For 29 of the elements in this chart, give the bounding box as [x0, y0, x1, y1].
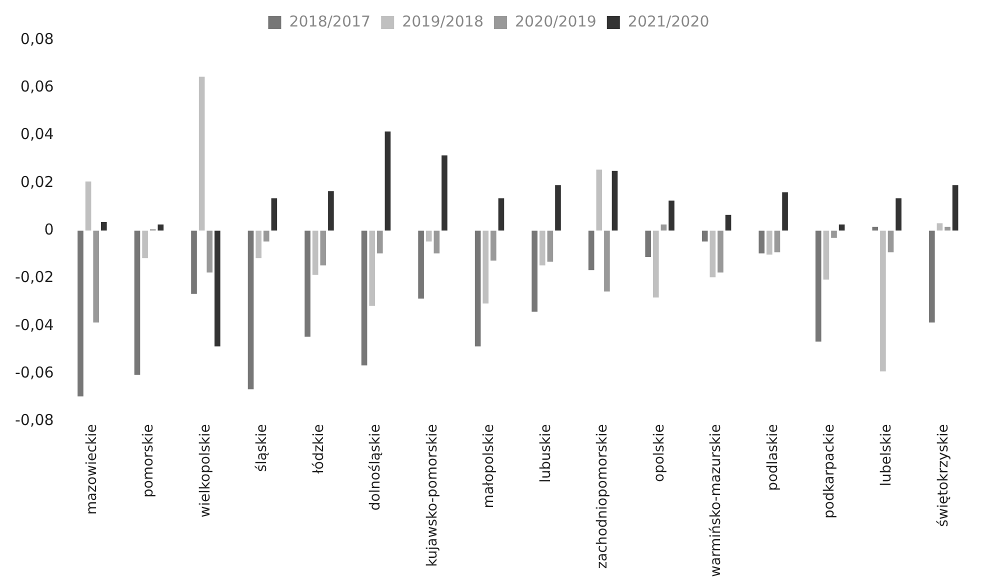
- x-tick-label: opolskie: [651, 424, 668, 482]
- x-tick-label: podkarpackie: [822, 424, 838, 518]
- x-tick-label: mazowieckie: [84, 424, 100, 515]
- x-tick-label: śląskie: [254, 424, 270, 472]
- y-tick-label: -0,06: [15, 363, 54, 382]
- y-tick-label: 0,04: [20, 125, 54, 144]
- x-tick-label: małopolskie: [481, 424, 498, 508]
- x-tick-label: warmińsko-mazurskie: [708, 424, 724, 578]
- legend-label: 2019/2018: [402, 12, 484, 30]
- y-tick-label: 0,06: [20, 78, 54, 96]
- x-tick-label: wielkopolskie: [197, 424, 214, 518]
- legend-label: 2020/2019: [515, 12, 596, 30]
- y-tick-label: 0,02: [20, 172, 54, 191]
- legend-label: 2018/2017: [289, 12, 371, 30]
- x-tick-label: lubelskie: [878, 424, 894, 486]
- x-tick-label: świętokrzyskie: [935, 424, 952, 527]
- y-tick-label: -0,08: [15, 411, 54, 430]
- x-tick-label: łódzkie: [310, 424, 327, 474]
- legend-label: 2021/2020: [628, 12, 710, 30]
- x-tick-label: dolnośląskie: [368, 424, 384, 511]
- y-tick-label: 0,08: [20, 30, 54, 48]
- x-tick-label: podlaskie: [764, 424, 781, 491]
- x-tick-label: lubuskie: [538, 424, 554, 483]
- x-tick-label: kujawsko-pomorskie: [424, 424, 440, 567]
- y-tick-label: -0,04: [15, 316, 54, 334]
- x-tick-label: pomorskie: [140, 424, 157, 498]
- y-tick-label: 0: [44, 220, 54, 238]
- y-tick-label: -0,02: [15, 268, 54, 286]
- x-tick-label: zachodniopomorskie: [594, 424, 611, 569]
